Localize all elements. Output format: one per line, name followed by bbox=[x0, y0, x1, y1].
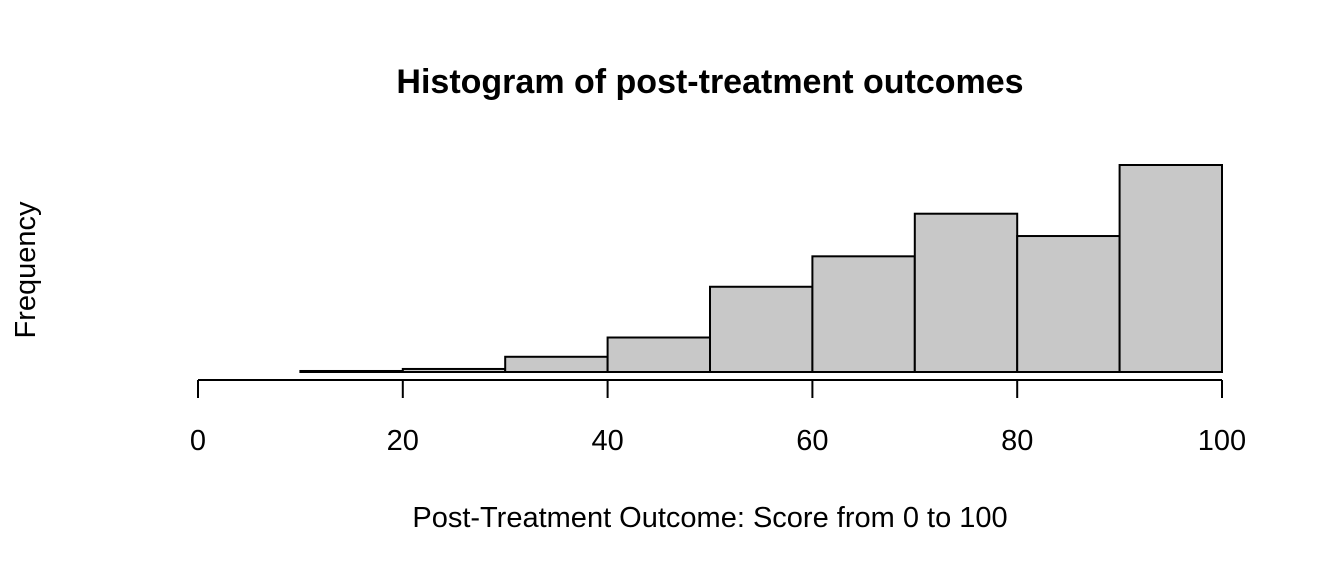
x-tick-label-100: 100 bbox=[1198, 425, 1246, 457]
x-tick-label-40: 40 bbox=[591, 425, 623, 457]
histogram-bar-10 bbox=[1118, 164, 1223, 373]
x-tick-label-60: 60 bbox=[796, 425, 828, 457]
histogram-bar-6 bbox=[709, 285, 814, 373]
x-tick-label-20: 20 bbox=[387, 425, 419, 457]
x-tick-label-80: 80 bbox=[1001, 425, 1033, 457]
histogram-bar-4 bbox=[504, 355, 609, 374]
bars-group bbox=[299, 164, 1223, 374]
histogram-bar-7 bbox=[811, 255, 916, 373]
y-axis-label: Frequency bbox=[10, 201, 42, 339]
x-axis: 0 20 40 60 80 100 bbox=[190, 379, 1246, 457]
histogram-bar-2 bbox=[299, 369, 404, 373]
histogram-bar-8 bbox=[913, 212, 1019, 373]
x-axis-label: Post-Treatment Outcome: Score from 0 to … bbox=[412, 502, 1007, 534]
histogram-bar-9 bbox=[1016, 235, 1121, 373]
histogram-bar-3 bbox=[401, 367, 507, 373]
histogram-bar-5 bbox=[606, 336, 711, 373]
x-tick-label-0: 0 bbox=[190, 425, 206, 457]
chart-title: Histogram of post-treatment outcomes bbox=[396, 63, 1023, 101]
